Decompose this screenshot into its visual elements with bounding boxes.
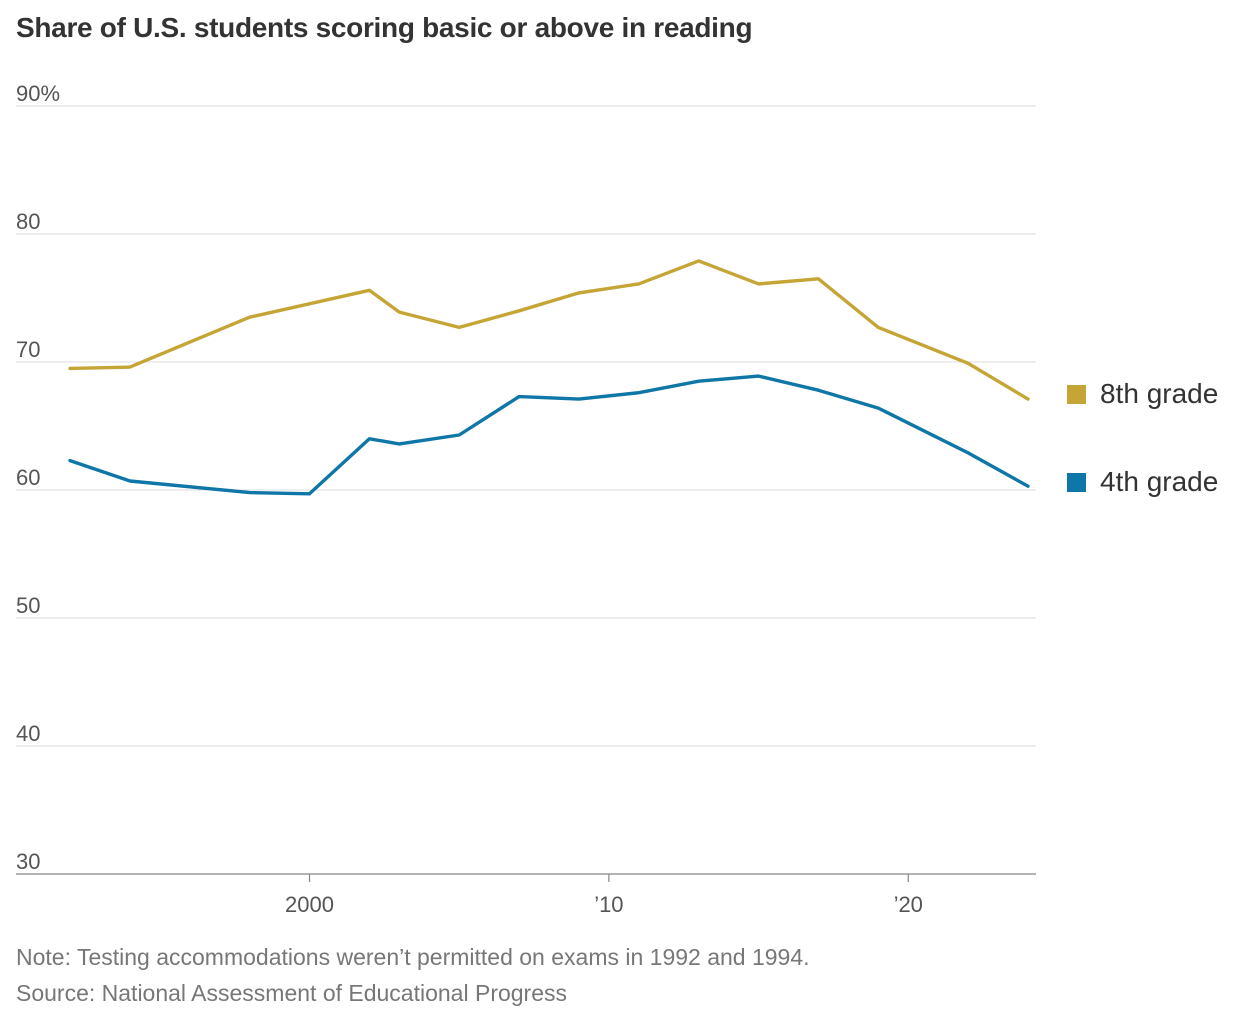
legend-label-4th-grade: 4th grade — [1100, 466, 1218, 497]
y-tick-label-80: 80 — [16, 209, 40, 234]
x-tick-label-2000: 2000 — [285, 892, 334, 917]
legend-swatch-8th-grade — [1067, 385, 1086, 404]
chart-title: Share of U.S. students scoring basic or … — [16, 12, 753, 43]
line-chart: 90% 80 70 60 50 40 30 2000 ’10 ’20 8th grade 4th … — [16, 81, 1218, 917]
legend: 8th grade 4th grade — [1067, 378, 1218, 497]
y-tick-label-40: 40 — [16, 721, 40, 746]
y-tick-label-60: 60 — [16, 465, 40, 490]
x-axis: 2000 ’10 ’20 — [285, 874, 923, 917]
x-tick-label-2020: ’20 — [894, 892, 923, 917]
x-tick-label-2010: ’10 — [594, 892, 623, 917]
y-tick-label-30: 30 — [16, 849, 40, 874]
footnote: Note: Testing accommodations weren’t per… — [16, 944, 810, 970]
grid-lines — [16, 105, 1036, 875]
y-tick-label-70: 70 — [16, 337, 40, 362]
y-axis-labels: 90% 80 70 60 50 40 30 — [16, 81, 60, 874]
series-lines — [68, 259, 1030, 496]
source-note: Source: National Assessment of Education… — [16, 980, 568, 1006]
series-line-8th-grade — [68, 259, 1030, 401]
series-line-4th-grade — [68, 374, 1030, 496]
y-tick-label-90: 90% — [16, 81, 60, 106]
legend-label-8th-grade: 8th grade — [1100, 378, 1218, 409]
legend-swatch-4th-grade — [1067, 473, 1086, 492]
y-tick-label-50: 50 — [16, 593, 40, 618]
